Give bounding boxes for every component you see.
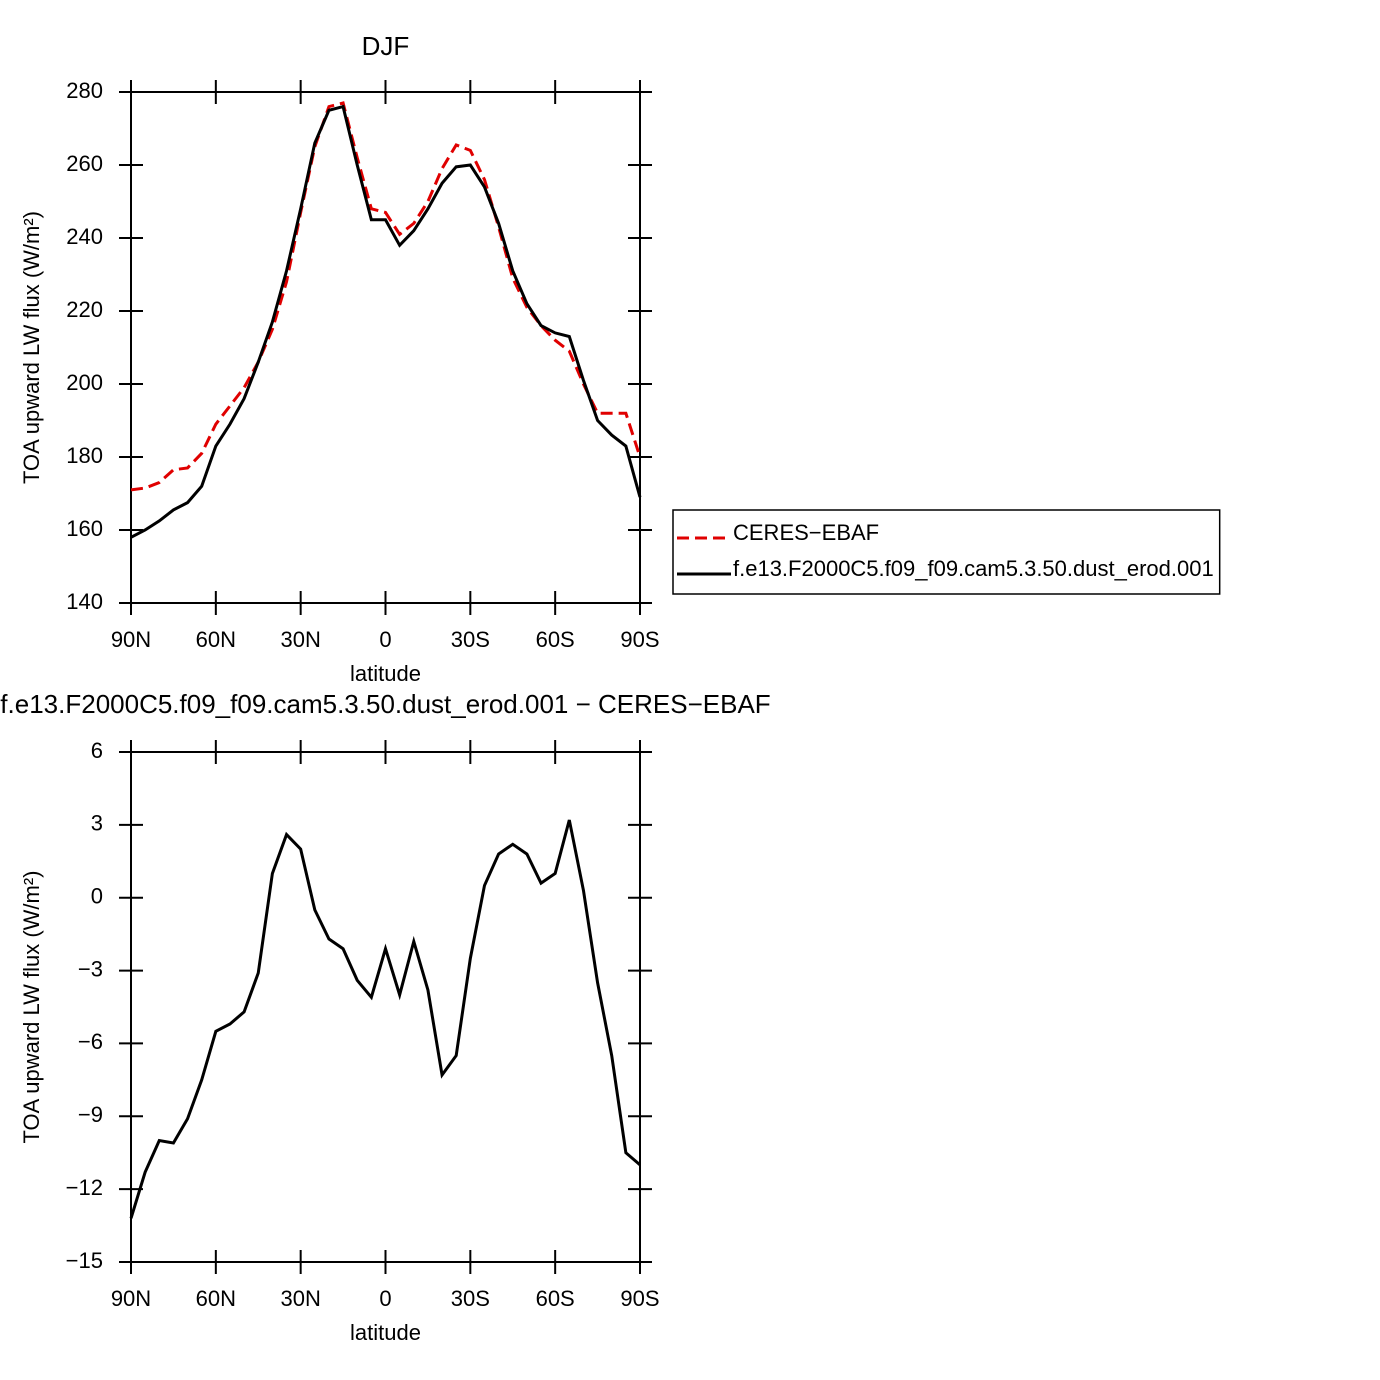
y-tick-label: 180	[66, 443, 103, 468]
y-tick-label: 0	[91, 884, 103, 909]
series-line	[130, 101, 642, 492]
y-tick-label: 260	[66, 151, 103, 176]
y-tick-label: 3	[91, 811, 103, 836]
y-tick-label: 200	[66, 370, 103, 395]
x-tick-label: 60S	[536, 627, 575, 652]
y-tick-label: −12	[66, 1175, 103, 1200]
legend: CERES−EBAF f.e13.F2000C5.f09_f09.cam5.3.5…	[672, 509, 1221, 595]
x-tick-label: 60N	[196, 627, 236, 652]
x-axis-label: latitude	[350, 1320, 421, 1345]
x-tick-label: 0	[379, 627, 391, 652]
x-tick-label: 30N	[280, 627, 320, 652]
x-tick-label: 90N	[111, 1286, 151, 1311]
plot-frame	[130, 91, 641, 604]
x-tick-label: 90S	[620, 627, 659, 652]
y-tick-label: 140	[66, 589, 103, 614]
y-tick-label: 220	[66, 297, 103, 322]
y-axis-label: TOA upward LW flux (W/m²)	[19, 211, 44, 484]
legend-label: CERES−EBAF	[733, 520, 879, 545]
x-axis-label: latitude	[350, 661, 421, 686]
x-tick-label: 60S	[536, 1286, 575, 1311]
y-tick-label: 6	[91, 738, 103, 763]
legend-box	[672, 509, 1221, 595]
y-tick-label: 160	[66, 516, 103, 541]
plot-frame	[130, 751, 641, 1263]
series-line	[129, 819, 641, 1219]
x-tick-label: 0	[379, 1286, 391, 1311]
y-tick-label: 280	[66, 78, 103, 103]
y-tick-label: −3	[78, 956, 103, 981]
x-tick-label: 30S	[451, 1286, 490, 1311]
chart-title: f.e13.F2000C5.f09_f09.cam5.3.50.dust_ero…	[0, 689, 770, 719]
y-tick-label: −15	[66, 1248, 103, 1273]
x-tick-label: 30S	[451, 627, 490, 652]
x-tick-label: 90N	[111, 627, 151, 652]
y-tick-label: −9	[78, 1102, 103, 1127]
y-tick-label: 240	[66, 224, 103, 249]
x-tick-label: 30N	[280, 1286, 320, 1311]
y-tick-label: −6	[78, 1029, 103, 1054]
y-axis-label: TOA upward LW flux (W/m²)	[19, 870, 44, 1143]
x-tick-label: 60N	[196, 1286, 236, 1311]
x-tick-label: 90S	[620, 1286, 659, 1311]
legend-label: f.e13.F2000C5.f09_f09.cam5.3.50.dust_ero…	[733, 556, 1214, 581]
series-line	[130, 104, 642, 539]
chart-title: DJF	[362, 31, 410, 61]
